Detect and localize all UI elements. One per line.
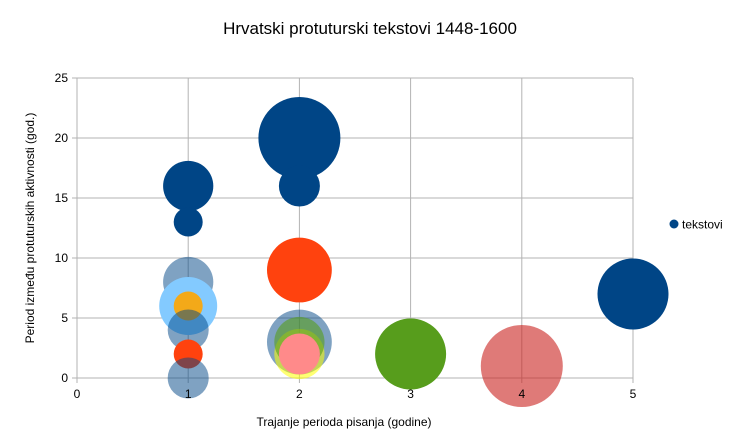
y-tick-label: 10 <box>55 251 69 265</box>
x-tick-label: 5 <box>630 387 637 401</box>
x-axis-title: Trajanje perioda pisanja (godine) <box>257 415 432 429</box>
bubble-point <box>278 165 320 207</box>
bubble-point <box>163 160 214 212</box>
y-axis-title: Period između protuturskih aktivnosti (g… <box>23 113 37 344</box>
bubble-point <box>480 325 563 407</box>
y-tick-labels: 0 5 10 15 20 25 <box>55 71 69 385</box>
bubble-point <box>167 309 209 351</box>
y-tick-label: 5 <box>61 311 68 325</box>
bubble-point <box>375 318 447 390</box>
x-tick-label: 2 <box>296 387 303 401</box>
x-tick-label: 1 <box>185 387 192 401</box>
bubble-point <box>266 237 332 303</box>
bubble-point <box>167 357 209 399</box>
legend: tekstovi <box>669 218 723 232</box>
bubble-point <box>173 207 203 237</box>
legend-label: tekstovi <box>682 218 723 232</box>
bubble-point <box>278 333 320 375</box>
legend-marker <box>669 219 679 229</box>
chart-title: Hrvatski protuturski tekstovi 1448-1600 <box>223 19 517 38</box>
x-tick-label: 3 <box>407 387 414 401</box>
gridlines <box>76 77 634 379</box>
y-tick-label: 20 <box>55 131 69 145</box>
y-tick-label: 0 <box>61 371 68 385</box>
bubble-point <box>258 97 341 179</box>
x-tick-label: 0 <box>74 387 81 401</box>
y-tick-label: 15 <box>55 191 69 205</box>
x-tick-labels: 0 1 2 3 4 5 <box>74 387 637 401</box>
bubble-layer <box>159 97 669 407</box>
x-tick-label: 4 <box>518 387 525 401</box>
y-tick-label: 25 <box>55 71 69 85</box>
bubble-point <box>597 258 669 330</box>
